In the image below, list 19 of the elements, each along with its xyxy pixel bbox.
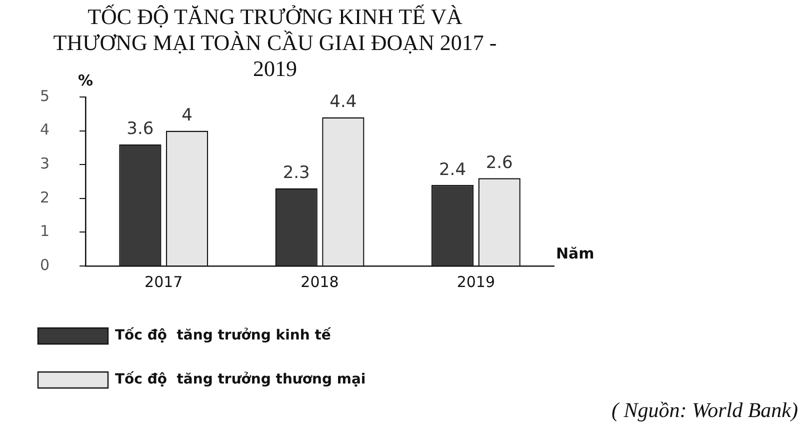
- data-label: 4: [182, 106, 192, 126]
- data-label: 2.4: [438, 160, 466, 180]
- x-tick-label: 2017: [144, 272, 183, 291]
- x-tick-label: 2019: [456, 272, 496, 291]
- legend-label: Tốc độ tăng trưởng thương mại: [115, 370, 366, 388]
- x-axis-title: Năm: [556, 244, 594, 262]
- legend-label: Tốc độ tăng trưởng kinh tế: [115, 326, 332, 344]
- y-tick-label: 3: [40, 154, 50, 172]
- y-tick-label: 2: [40, 188, 50, 206]
- data-label: 2.3: [282, 163, 310, 184]
- y-tick-label: 0: [40, 256, 50, 274]
- y-tick-label: 4: [40, 120, 50, 139]
- data-label: 2.6: [486, 153, 513, 174]
- data-label: 4.4: [330, 92, 357, 112]
- x-tick-label: 2018: [300, 272, 339, 291]
- data-label: 3.6: [126, 119, 154, 140]
- y-tick-label: 1: [40, 222, 50, 240]
- text: ( Nguồn: World Bank): [612, 398, 798, 423]
- y-tick-label: 5: [40, 86, 50, 105]
